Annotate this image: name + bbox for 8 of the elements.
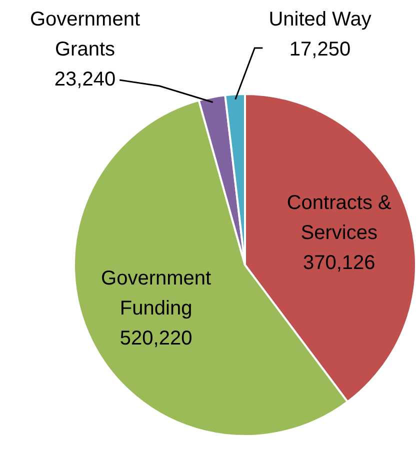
slice-label: United Way: [268, 8, 372, 31]
data-label: 370,126: [302, 252, 376, 274]
data-label: 17,250: [289, 38, 351, 61]
data-label: 520,220: [120, 327, 192, 350]
slice-label: Government Funding: [101, 267, 212, 320]
slice-label: Government Grants: [30, 8, 140, 61]
data-label: 23,240: [54, 68, 116, 91]
slice-label: Contracts & Services: [286, 192, 392, 244]
